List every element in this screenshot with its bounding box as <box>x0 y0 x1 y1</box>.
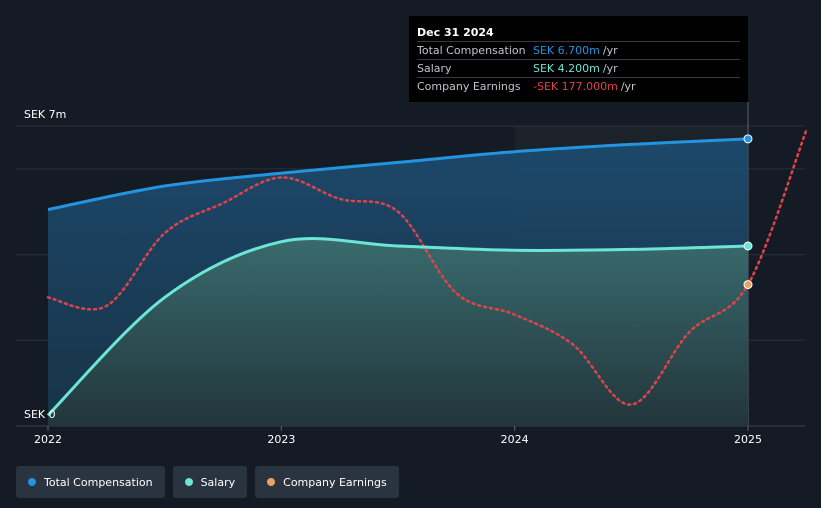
company-earnings-line <box>46 129 808 406</box>
tooltip-row-salary: Salary SEK 4.200m /yr <box>417 59 740 77</box>
tooltip-value: -SEK 177.000m <box>533 80 618 93</box>
x-tick-label: 2024 <box>501 433 529 446</box>
legend: Total Compensation Salary Company Earnin… <box>16 466 407 498</box>
tooltip-row-earnings: Company Earnings -SEK 177.000m /yr <box>417 77 740 95</box>
tooltip-name: Company Earnings <box>417 80 521 93</box>
tooltip-date: Dec 31 2024 <box>417 26 494 39</box>
tooltip-name: Salary <box>417 62 452 75</box>
salary-line <box>46 237 749 417</box>
tooltip-value: SEK 6.700m <box>533 44 600 57</box>
salary-marker[interactable] <box>743 241 753 251</box>
tooltip-unit: /yr <box>602 62 618 75</box>
legend-dot-icon <box>267 478 276 486</box>
legend-item-salary[interactable]: Salary <box>172 466 248 498</box>
salary-area <box>48 238 748 426</box>
total-compensation-marker[interactable] <box>743 134 753 144</box>
legend-item-total-compensation[interactable]: Total Compensation <box>16 466 165 498</box>
legend-dot-icon <box>28 478 36 486</box>
legend-dot-icon <box>184 478 193 486</box>
tooltip-unit: /yr <box>620 80 636 93</box>
legend-item-company-earnings[interactable]: Company Earnings <box>255 466 399 498</box>
tooltip-unit: /yr <box>602 44 618 57</box>
x-axis: 2022 2023 2024 2025 <box>34 426 762 446</box>
legend-label: Total Compensation <box>44 475 153 489</box>
total-compensation-line <box>47 137 749 212</box>
legend-label: Company Earnings <box>283 475 387 489</box>
legend-label: Salary <box>200 475 236 489</box>
tooltip-name: Total Compensation <box>417 44 526 57</box>
x-tick-label: 2025 <box>734 433 762 446</box>
tooltip-value: SEK 4.200m <box>533 62 600 75</box>
y-label-top: SEK 7m <box>24 108 66 121</box>
x-tick-label: 2023 <box>267 433 295 446</box>
y-label-bottom: SEK 0 <box>24 408 56 421</box>
tooltip-row-total: Total Compensation SEK 6.700m /yr <box>417 41 740 59</box>
company-earnings-marker[interactable] <box>743 280 753 290</box>
x-tick-label: 2022 <box>34 433 62 446</box>
tooltip: Dec 31 2024 Total Compensation SEK 6.700… <box>409 16 748 102</box>
